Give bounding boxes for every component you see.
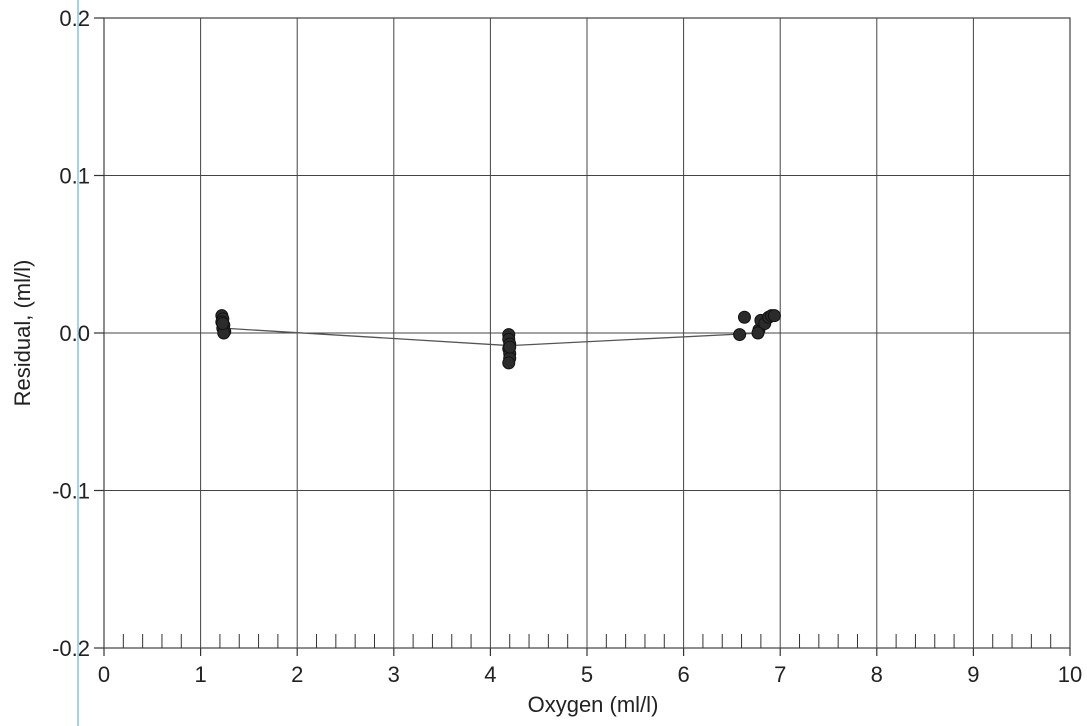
x-tick-label: 8 xyxy=(871,662,883,687)
y-tick-label: 0.0 xyxy=(59,321,90,346)
x-tick-label: 6 xyxy=(677,662,689,687)
y-axis-title: Residual, (ml/l) xyxy=(10,260,35,407)
x-tick-label: 10 xyxy=(1058,662,1082,687)
x-axis-title: Oxygen (ml/l) xyxy=(528,692,659,717)
x-tick-label: 3 xyxy=(388,662,400,687)
x-tick-label: 7 xyxy=(774,662,786,687)
y-tick-label: 0.1 xyxy=(59,164,90,189)
y-tick-label: -0.1 xyxy=(52,479,90,504)
data-point xyxy=(737,310,751,324)
x-tick-label: 4 xyxy=(484,662,496,687)
x-tick-label: 0 xyxy=(98,662,110,687)
data-point xyxy=(502,356,516,370)
y-tick-label: -0.2 xyxy=(52,636,90,661)
x-tick-label: 1 xyxy=(194,662,206,687)
fit-line xyxy=(224,327,761,347)
x-tick-label: 2 xyxy=(291,662,303,687)
x-tick-label: 9 xyxy=(967,662,979,687)
x-tick-label: 5 xyxy=(581,662,593,687)
data-point xyxy=(733,328,747,342)
data-point xyxy=(767,309,781,323)
y-tick-label: 0.2 xyxy=(59,6,90,31)
data-point xyxy=(216,317,230,331)
data-point xyxy=(503,340,517,354)
scan-edge-line xyxy=(77,0,79,726)
data-point xyxy=(751,326,765,340)
